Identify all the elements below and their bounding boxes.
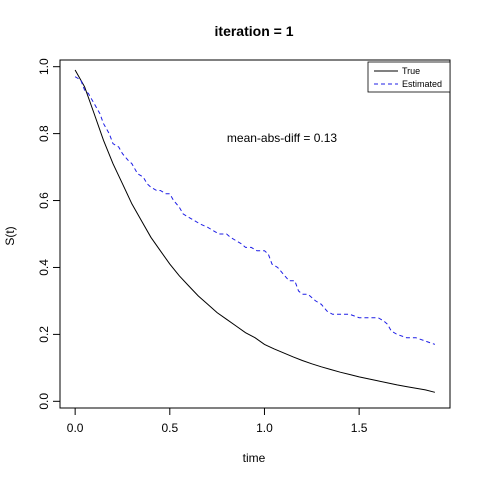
chart-title: iteration = 1: [215, 23, 294, 39]
legend-label-estimated: Estimated: [402, 79, 442, 89]
axes: 0.0 0.5 1.0 1.5 0.0 0.2 0.4 0.6 0.8 1.0: [37, 58, 368, 435]
y-tick-label: 0.6: [37, 192, 51, 209]
x-tick-label: 1.5: [351, 421, 368, 435]
y-tick-label: 0.8: [37, 125, 51, 142]
y-tick-label: 0.0: [37, 393, 51, 410]
legend: True Estimated: [367, 61, 451, 93]
x-tick-label: 0.0: [67, 421, 84, 435]
plot-area: [74, 69, 436, 393]
x-tick-label: 1.0: [256, 421, 273, 435]
y-tick-label: 0.4: [37, 259, 51, 276]
legend-box: [367, 61, 451, 93]
series-line-true: [74, 69, 436, 393]
mean-abs-diff-annotation: mean-abs-diff = 0.13: [227, 131, 338, 145]
series-line-estimated: [74, 76, 436, 345]
x-axis-title: time: [243, 451, 266, 465]
x-tick-label: 0.5: [161, 421, 178, 435]
y-axis-title: S(t): [3, 226, 17, 245]
y-tick-label: 1.0: [37, 58, 51, 75]
y-tick-label: 0.2: [37, 326, 51, 343]
plot-frame: [59, 59, 451, 409]
legend-label-true: True: [402, 66, 420, 76]
